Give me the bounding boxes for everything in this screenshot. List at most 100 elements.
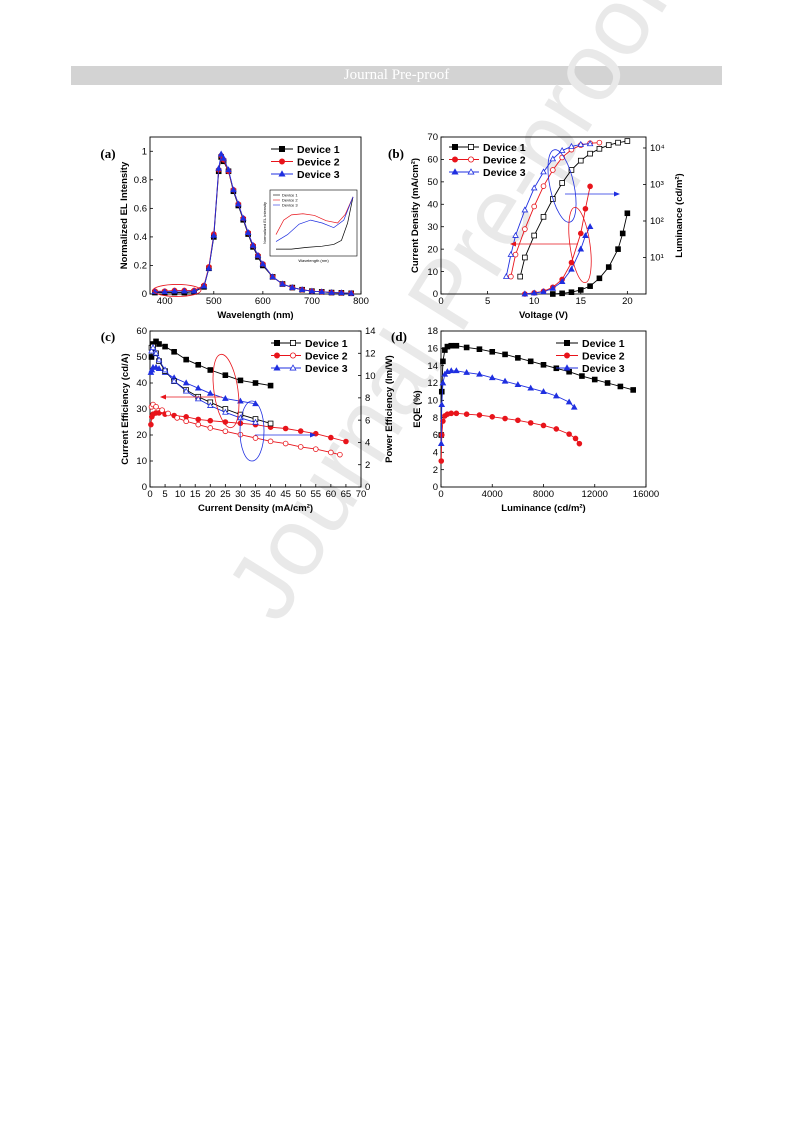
data-point: [624, 210, 631, 217]
y2-tick-label: 10¹: [650, 253, 664, 264]
x-axis-label: Voltage (V): [519, 310, 568, 321]
data-point: [577, 287, 584, 293]
data-point: [566, 431, 572, 437]
y2-tick-label: 0: [365, 482, 370, 493]
data-point: [587, 150, 593, 157]
data-point: [161, 366, 169, 373]
data-point: [152, 349, 160, 356]
y-tick-label: 8: [433, 413, 438, 424]
y-tick-label: 40: [136, 378, 147, 389]
data-point: [577, 140, 585, 147]
data-point: [153, 403, 159, 410]
inset-x-label: Wavelength (nm): [298, 258, 329, 263]
y2-tick-label: 10: [365, 371, 376, 382]
x-tick-label: 40: [265, 489, 276, 500]
data-point: [508, 273, 514, 280]
data-point: [604, 380, 611, 386]
data-point: [308, 287, 316, 294]
data-point: [501, 377, 509, 384]
series-device-1: [438, 342, 636, 438]
data-point: [530, 184, 538, 191]
data-point: [225, 166, 232, 173]
data-point: [222, 428, 229, 435]
y-tick-label: 50: [427, 177, 438, 188]
data-point: [222, 372, 229, 378]
data-point: [540, 214, 547, 220]
data-point: [586, 223, 594, 230]
data-point: [540, 183, 547, 189]
highlight-ellipse-red: [568, 206, 592, 284]
x-tick-label: 0: [438, 296, 443, 307]
y-tick-label: 20: [427, 244, 438, 255]
data-point: [156, 341, 162, 347]
y-tick-label: 60: [136, 326, 147, 337]
data-point: [155, 356, 163, 363]
data-point: [252, 380, 259, 386]
series-line: [151, 403, 341, 456]
y-tick-label: 4: [433, 448, 438, 459]
legend-label: Device 3: [305, 363, 348, 375]
data-point: [587, 183, 593, 190]
data-point: [182, 379, 190, 386]
data-point: [447, 367, 455, 374]
data-point: [195, 361, 202, 368]
panel-c: (c)0 5 10 15 20 25 30 35 40 45 50 55 60 65 70010203040…: [101, 326, 395, 514]
data-point: [254, 251, 262, 258]
x-tick-label: 35: [250, 489, 261, 500]
data-point: [559, 290, 565, 297]
data-point: [207, 367, 214, 373]
y-tick-label: 6: [433, 430, 438, 441]
data-point: [527, 420, 534, 426]
legend-marker: [563, 364, 571, 371]
data-point: [438, 388, 445, 395]
legend-label: Device 2: [305, 350, 348, 362]
inset-legend-label: Device 2: [282, 197, 298, 202]
x-tick-label: 700: [304, 296, 320, 307]
series-device-1: [148, 338, 274, 389]
x-tick-label: 65: [341, 489, 352, 500]
y-tick-label: 50: [136, 352, 147, 363]
data-point: [438, 401, 446, 407]
data-point: [549, 284, 557, 291]
x-tick-label: 25: [220, 489, 231, 500]
data-point: [269, 273, 276, 280]
data-point: [207, 425, 214, 431]
data-point: [540, 422, 547, 429]
data-point: [550, 291, 556, 297]
data-point: [512, 231, 519, 238]
y-tick-label: 10: [427, 396, 438, 407]
x-tick-label: 400: [157, 296, 173, 307]
data-point: [200, 282, 208, 289]
y-tick-label: 30: [427, 222, 438, 233]
legend-label: Device 3: [483, 167, 526, 179]
legend-marker: [564, 352, 571, 359]
data-point: [244, 229, 252, 235]
plot-frame: [149, 136, 362, 295]
data-point: [570, 403, 578, 410]
y2-tick-label: 10²: [650, 216, 664, 227]
x-tick-label: 10: [529, 296, 540, 307]
x-axis-label: Luminance (cd/m²): [501, 503, 585, 514]
legend-marker: [564, 339, 571, 346]
data-point: [476, 412, 483, 418]
data-point: [596, 275, 603, 282]
y-tick-label: 12: [427, 378, 438, 389]
data-point: [328, 288, 335, 295]
y2-tick-label: 10⁴: [650, 143, 665, 154]
data-point: [463, 344, 470, 351]
panel-b: (b) 0 5 10 15 20 0 10 20 30 40 50 60 70 10¹ 10² 10³ 10⁴ Vo…: [388, 132, 685, 321]
data-point: [297, 428, 304, 434]
data-point: [259, 260, 267, 267]
data-point: [437, 440, 445, 446]
inset-legend-label: Device 3: [282, 202, 298, 207]
data-point: [206, 389, 214, 396]
y-tick-label: 0.8: [134, 175, 147, 186]
inset-legend-label: Device 1: [282, 192, 298, 197]
data-point: [148, 421, 154, 428]
data-point: [453, 410, 460, 417]
data-point: [194, 384, 202, 391]
data-point: [174, 415, 180, 421]
y-tick-label: 40: [427, 199, 438, 210]
series-device-2: [438, 410, 583, 464]
